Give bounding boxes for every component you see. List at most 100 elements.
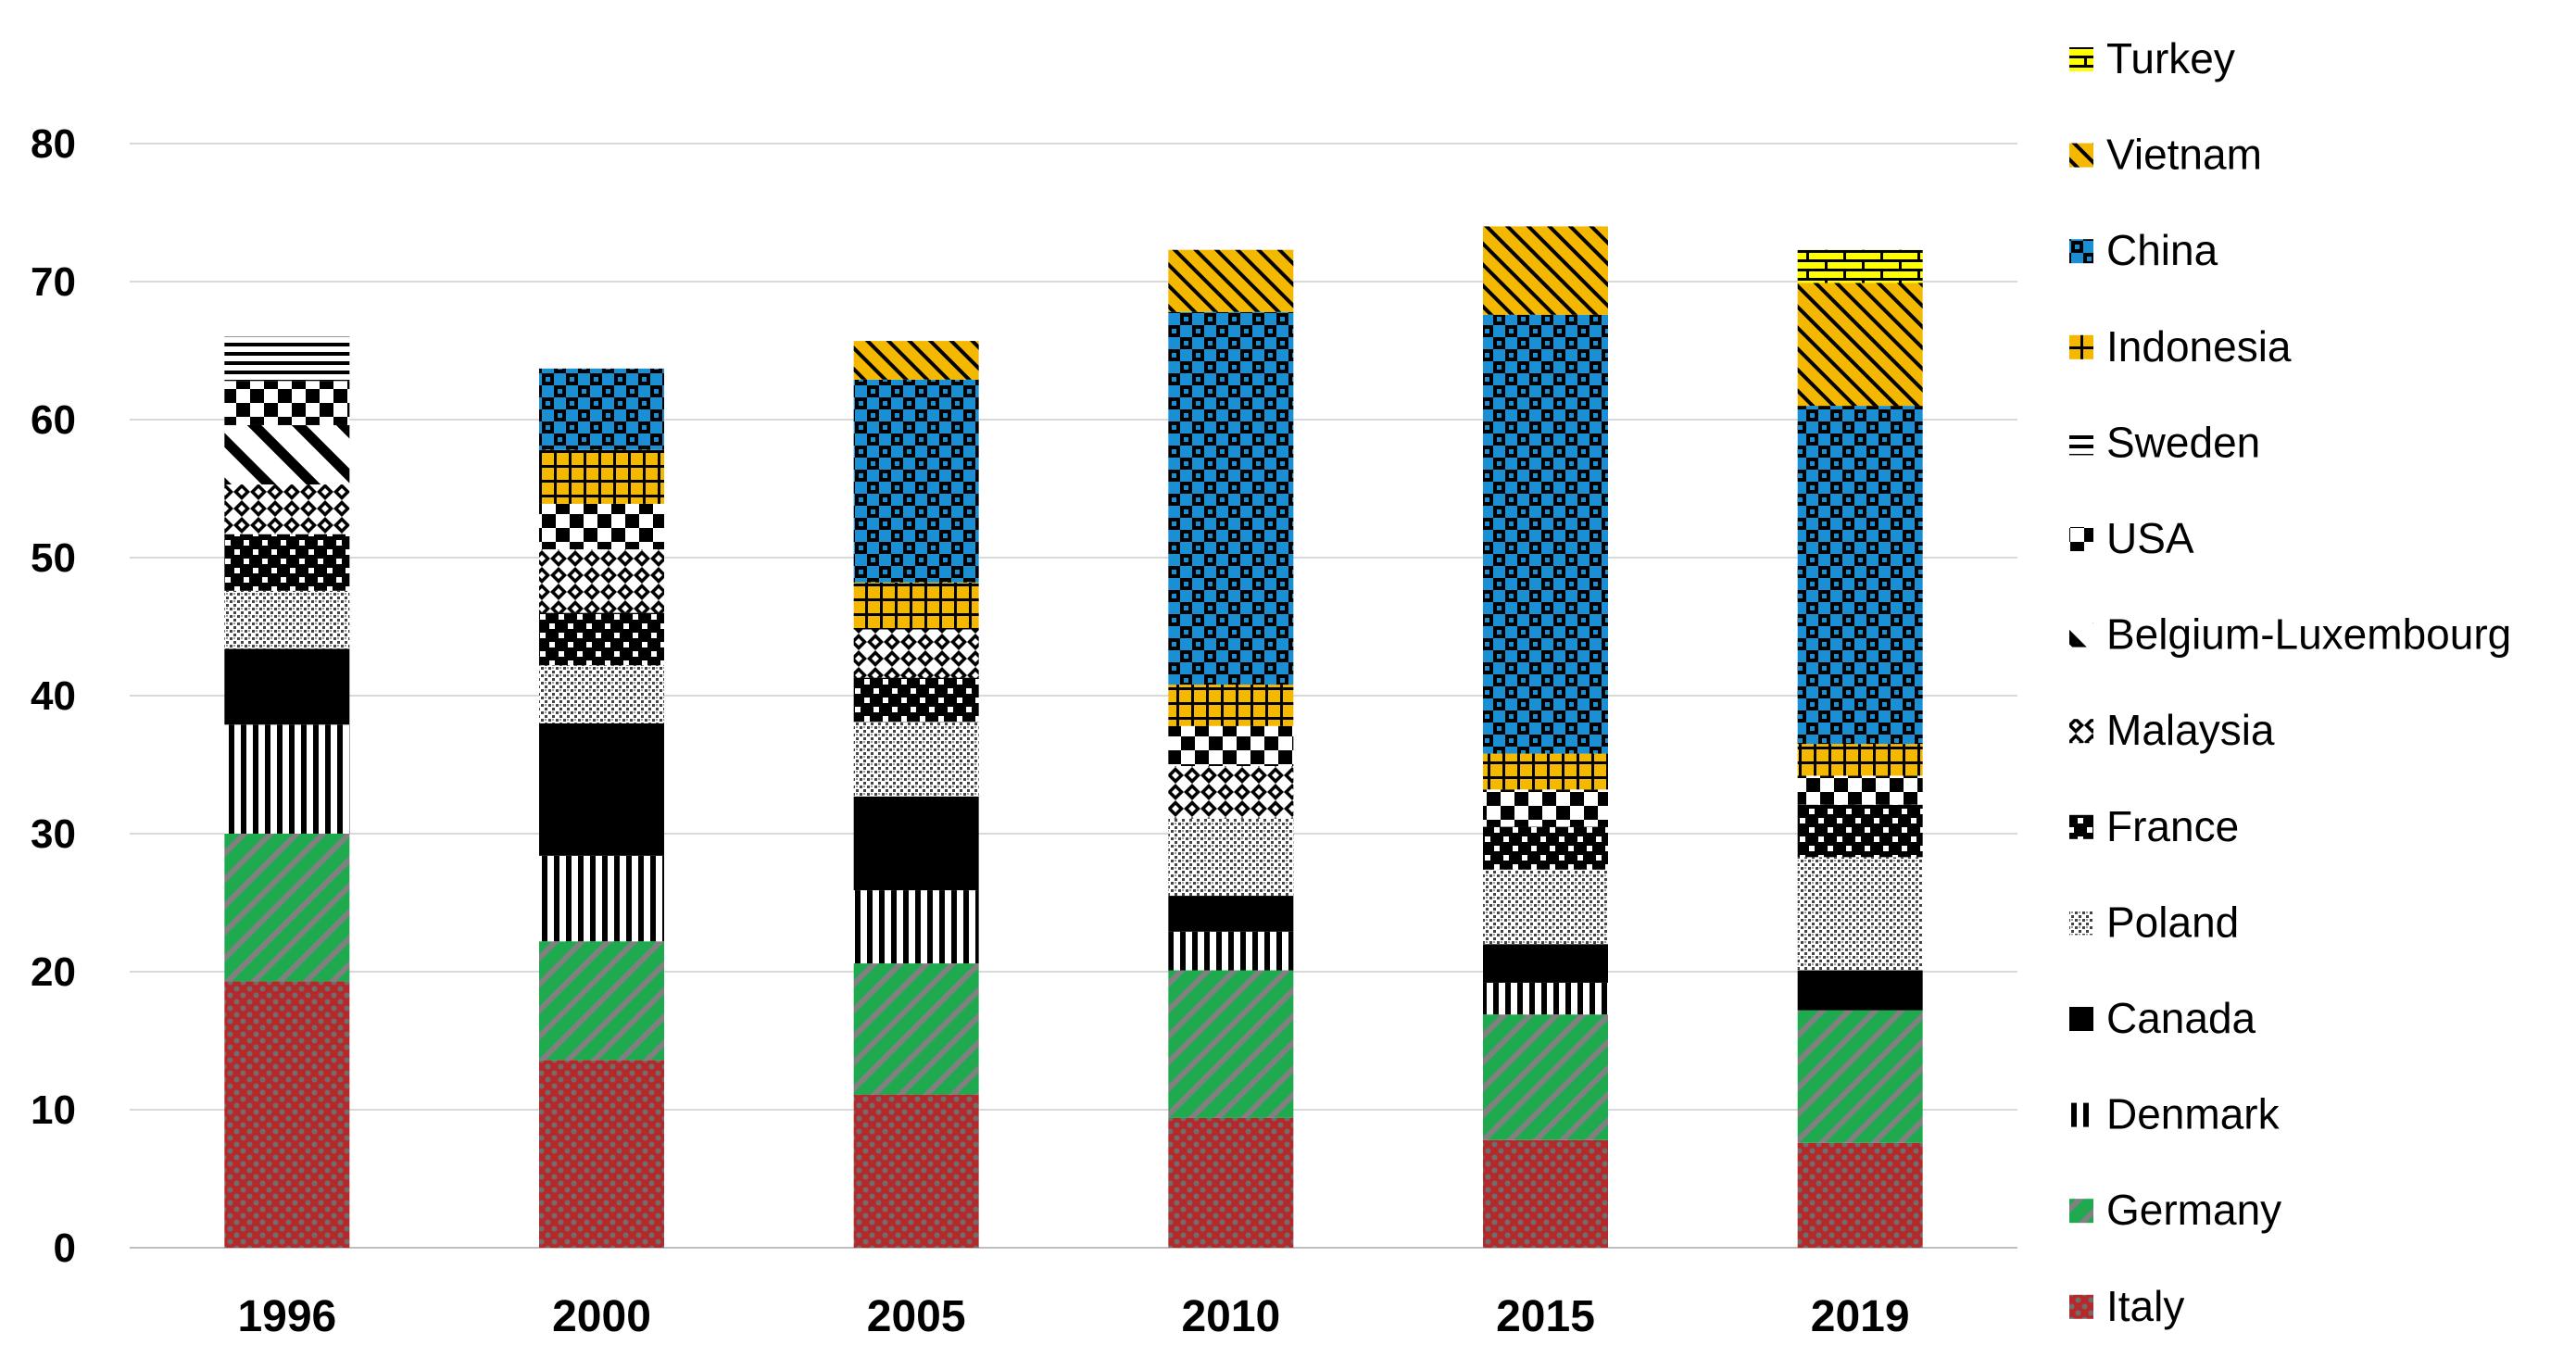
bar-2019-china: [1797, 406, 1923, 745]
legend-label-sweden: Sweden: [2106, 418, 2260, 466]
y-tick-label-40: 40: [31, 673, 76, 719]
legend-label-vietnam: Vietnam: [2106, 131, 2262, 179]
y-tick-label-60: 60: [31, 397, 76, 443]
y-tick-label-10: 10: [31, 1087, 76, 1133]
legend-swatch-denmark: [2069, 1102, 2093, 1127]
legend-swatch-poland: [2069, 911, 2093, 936]
bar-2005-poland: [853, 722, 979, 797]
legend-swatch-china: [2069, 239, 2093, 264]
legend-item-canada: Canada: [2069, 994, 2256, 1042]
legend-item-denmark: Denmark: [2069, 1090, 2281, 1138]
bar-2015-denmark: [1483, 982, 1608, 1015]
bar-2015-vietnam: [1483, 226, 1608, 315]
legend-label-turkey: Turkey: [2106, 34, 2235, 82]
legend-swatch-belgium-luxembourg: [2069, 622, 2093, 647]
legend-item-france: France: [2069, 802, 2239, 850]
legend-swatch-france: [2069, 814, 2093, 839]
legend-item-usa: USA: [2069, 514, 2194, 562]
bar-2010-canada: [1168, 896, 1294, 932]
legend-item-poland: Poland: [2069, 898, 2239, 946]
legend-swatch-indonesia: [2069, 334, 2093, 359]
y-tick-label-20: 20: [31, 949, 76, 995]
bar-2015-canada: [1483, 944, 1608, 983]
legend-label-china: China: [2106, 226, 2218, 274]
bar-2000-france: [539, 612, 664, 666]
legend-swatch-usa: [2069, 527, 2093, 551]
legend-swatch-canada: [2069, 1007, 2093, 1031]
bar-2000-usa: [539, 503, 664, 550]
x-tick-label-2000: 2000: [552, 1292, 651, 1341]
gridlines: [130, 143, 2017, 1249]
legend-label-canada: Canada: [2106, 994, 2256, 1042]
bar-1996-belgium-luxembourg: [224, 424, 350, 485]
y-axis: 0 10 20 30 40 50 60 70 80: [31, 121, 76, 1271]
legend-item-china: China: [2069, 226, 2218, 274]
legend-swatch-italy: [2069, 1294, 2093, 1319]
legend-swatch-vietnam: [2069, 143, 2093, 168]
bar-2005-indonesia: [853, 582, 979, 630]
bar-2019-indonesia: [1797, 744, 1923, 776]
legend: Turkey Vietnam China Indonesia Sweden USA Belg…: [2069, 34, 2511, 1330]
bar-2010-china: [1168, 311, 1294, 685]
y-tick-label-30: 30: [31, 811, 76, 857]
x-tick-label-2015: 2015: [1496, 1292, 1595, 1341]
bar-2005-italy: [853, 1094, 979, 1248]
y-tick-label-70: 70: [31, 259, 76, 305]
bar-1996-malaysia: [224, 484, 350, 534]
legend-item-sweden: Sweden: [2069, 418, 2260, 466]
bar-2010-germany: [1168, 970, 1294, 1118]
bar-2005-malaysia: [853, 629, 979, 678]
bar-2019-usa: [1797, 775, 1923, 805]
legend-label-usa: USA: [2106, 514, 2194, 562]
legend-swatch-malaysia: [2069, 719, 2093, 744]
legend-item-belgium-luxembourg: Belgium-Luxembourg: [2069, 610, 2511, 659]
bar-2019-france: [1797, 804, 1923, 858]
bar-2019-canada: [1797, 970, 1923, 1011]
bar-2010-denmark: [1168, 931, 1294, 971]
bar-1996-denmark: [224, 724, 350, 834]
bar-2015-germany: [1483, 1014, 1608, 1140]
bar-2010-vietnam: [1168, 249, 1294, 312]
bar-2015-usa: [1483, 789, 1608, 827]
bar-2010-usa: [1168, 725, 1294, 766]
legend-item-vietnam: Vietnam: [2069, 131, 2262, 179]
y-tick-label-80: 80: [31, 121, 76, 167]
bar-2000-indonesia: [539, 449, 664, 504]
bar-2015-china: [1483, 314, 1608, 754]
bar-2015-poland: [1483, 869, 1608, 945]
legend-swatch-sweden: [2069, 431, 2093, 456]
legend-label-indonesia: Indonesia: [2106, 322, 2292, 371]
legend-item-indonesia: Indonesia: [2069, 322, 2292, 371]
legend-label-malaysia: Malaysia: [2106, 706, 2275, 754]
x-tick-label-2005: 2005: [867, 1292, 966, 1341]
bar-2015-france: [1483, 826, 1608, 870]
bar-1996-canada: [224, 648, 350, 725]
bar-1996-sweden: [224, 336, 350, 382]
x-tick-label-1996: 1996: [237, 1292, 336, 1341]
legend-item-turkey: Turkey: [2069, 34, 2235, 82]
bar-2019-italy: [1797, 1142, 1923, 1248]
bar-2005-germany: [853, 963, 979, 1095]
bar-2005-denmark: [853, 890, 979, 964]
bar-2015-indonesia: [1483, 753, 1608, 790]
bar-2000-canada: [539, 723, 664, 856]
bar-2005-france: [853, 677, 979, 723]
bar-1996-france: [224, 534, 350, 591]
bars: [224, 226, 1923, 1248]
bar-1996-usa: [224, 381, 350, 425]
x-axis: 1996 2000 2005 2010 2015 2019: [237, 1292, 1909, 1341]
y-tick-label-50: 50: [31, 535, 76, 581]
bar-2000-germany: [539, 941, 664, 1061]
legend-label-france: France: [2106, 802, 2239, 850]
legend-label-italy: Italy: [2106, 1282, 2184, 1330]
legend-label-denmark: Denmark: [2106, 1090, 2281, 1138]
bar-2010-indonesia: [1168, 685, 1294, 726]
x-tick-label-2019: 2019: [1811, 1292, 1910, 1341]
bar-2005-china: [853, 379, 979, 583]
bar-2010-poland: [1168, 818, 1294, 897]
legend-item-germany: Germany: [2069, 1186, 2281, 1234]
bar-2000-denmark: [539, 855, 664, 942]
bar-2010-italy: [1168, 1117, 1294, 1248]
bar-1996-italy: [224, 981, 350, 1248]
y-tick-label-0: 0: [54, 1225, 76, 1271]
